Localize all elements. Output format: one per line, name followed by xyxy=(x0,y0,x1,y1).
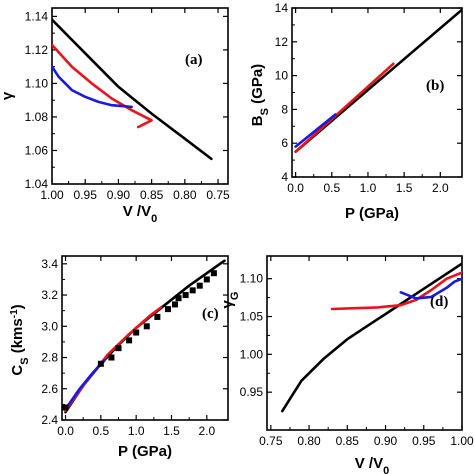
y-tick-label: 12 xyxy=(275,35,289,49)
x-tick-label: 1.5 xyxy=(396,181,413,195)
plot-data xyxy=(280,262,462,413)
y-tick-label: 1.06 xyxy=(25,143,49,157)
y-tick-label: 6 xyxy=(281,136,288,150)
series-line-1 xyxy=(280,262,462,413)
x-tick-label: 1.0 xyxy=(360,181,377,195)
x-axis-title-c: P (GPa) xyxy=(118,443,172,460)
x-axis-title-d: V /V0 xyxy=(355,455,389,474)
x-tick-label: 0.90 xyxy=(374,434,398,448)
panel-label: (c) xyxy=(202,306,219,322)
x-tick-label: 1.00 xyxy=(450,434,474,448)
data-marker xyxy=(133,329,140,336)
x-tick-label: 0.90 xyxy=(107,188,131,202)
panel-label: (b) xyxy=(426,78,444,94)
series-line-3 xyxy=(294,113,337,148)
y-tick-label: 1.05 xyxy=(240,310,264,324)
series-line-3 xyxy=(399,277,462,300)
x-axis-title-b: P (GPa) xyxy=(345,205,399,222)
data-marker xyxy=(189,287,196,294)
y-tick-label: 2.6 xyxy=(41,382,58,396)
plot-frame xyxy=(61,255,229,421)
x-tick-label: 0.5 xyxy=(93,424,110,438)
x-tick-label: 2.0 xyxy=(432,181,449,195)
y-axis-title-b: BS (GPa) xyxy=(249,64,271,126)
plot-data xyxy=(52,18,213,161)
y-tick-label: 1.00 xyxy=(240,347,264,361)
x-tick-label: 2.0 xyxy=(198,424,215,438)
data-marker xyxy=(172,301,179,308)
y-tick-label: 2.4 xyxy=(41,413,58,427)
y-axis-title-d: γG xyxy=(219,292,241,309)
data-marker xyxy=(126,337,133,344)
y-tick-label: 2.8 xyxy=(41,351,58,365)
series-line-3 xyxy=(52,65,133,109)
data-marker xyxy=(182,292,189,299)
data-marker xyxy=(154,313,161,320)
x-axis-title-a: V /V0 xyxy=(123,203,157,225)
x-tick-label: 0.5 xyxy=(323,181,340,195)
data-marker xyxy=(115,345,122,352)
x-tick-label: 0.75 xyxy=(259,434,283,448)
x-tick-label: 0.95 xyxy=(74,188,98,202)
data-marker xyxy=(203,276,210,283)
y-tick-label: 1.10 xyxy=(240,272,264,286)
y-tick-label: 1.14 xyxy=(25,9,49,23)
panel-2: 0.0 0.5 1.0 1.5 2.0 4 6 8 10 12 14 (b) xyxy=(275,1,463,195)
data-marker xyxy=(108,354,115,361)
x-tick-label: 0.80 xyxy=(173,188,197,202)
y-tick-label: 3.4 xyxy=(41,257,58,271)
x-tick-label: 1.00 xyxy=(40,188,64,202)
x-tick-label: 0.85 xyxy=(140,188,164,202)
data-marker xyxy=(210,270,217,277)
y-tick-label: 1.04 xyxy=(25,177,49,191)
data-marker xyxy=(62,404,69,411)
x-tick-label: 1.5 xyxy=(163,424,180,438)
x-tick-label: 0.0 xyxy=(287,181,304,195)
x-tick-label: 1.0 xyxy=(128,424,145,438)
x-tick-label: 0.0 xyxy=(57,424,74,438)
panel-4: 0.75 0.80 0.85 0.90 0.95 1.00 0.95 1.00 1.05 1.10… xyxy=(240,255,474,448)
y-tick-label: 0.95 xyxy=(240,385,264,399)
y-tick-label: 1.08 xyxy=(25,110,49,124)
panel-3: 0.0 0.5 1.0 1.5 2.0 2.4 2.6 2.8 3.0 3.2 3.4 (c) xyxy=(41,255,229,438)
x-tick-label: 0.75 xyxy=(206,188,230,202)
x-tick-label: 0.80 xyxy=(297,434,321,448)
data-marker xyxy=(164,306,171,313)
y-axis-title-c: CS (kms-1) xyxy=(9,304,32,375)
data-marker xyxy=(196,282,203,289)
data-marker xyxy=(143,323,150,330)
y-tick-label: 3.0 xyxy=(41,319,58,333)
data-marker xyxy=(175,295,182,302)
plot-data xyxy=(294,8,462,153)
series-line-1 xyxy=(52,18,213,161)
plot-frame xyxy=(266,255,463,431)
series-line-2 xyxy=(330,271,462,311)
panel-1: 1.00 0.95 0.90 0.85 0.80 0.75 1.04 1.06 1.08 1.10… xyxy=(25,7,230,202)
series-line-2 xyxy=(52,43,153,129)
panel-label: (a) xyxy=(185,52,203,68)
x-tick-label: 0.95 xyxy=(412,434,436,448)
x-tick-label: 0.85 xyxy=(336,434,360,448)
y-tick-label: 10 xyxy=(275,69,289,83)
y-tick-label: 1.12 xyxy=(25,43,49,57)
y-tick-label: 1.10 xyxy=(25,76,49,90)
plot-data xyxy=(62,259,226,414)
y-axis-title-a: γ xyxy=(0,91,16,100)
y-tick-label: 8 xyxy=(281,102,288,116)
y-tick-label: 4 xyxy=(281,170,288,184)
y-tick-label: 14 xyxy=(275,1,289,15)
series-line-2 xyxy=(294,62,395,153)
plot-frame xyxy=(51,7,229,185)
data-marker xyxy=(97,360,104,367)
panel-label: (d) xyxy=(430,294,448,310)
y-tick-label: 3.2 xyxy=(41,288,58,302)
